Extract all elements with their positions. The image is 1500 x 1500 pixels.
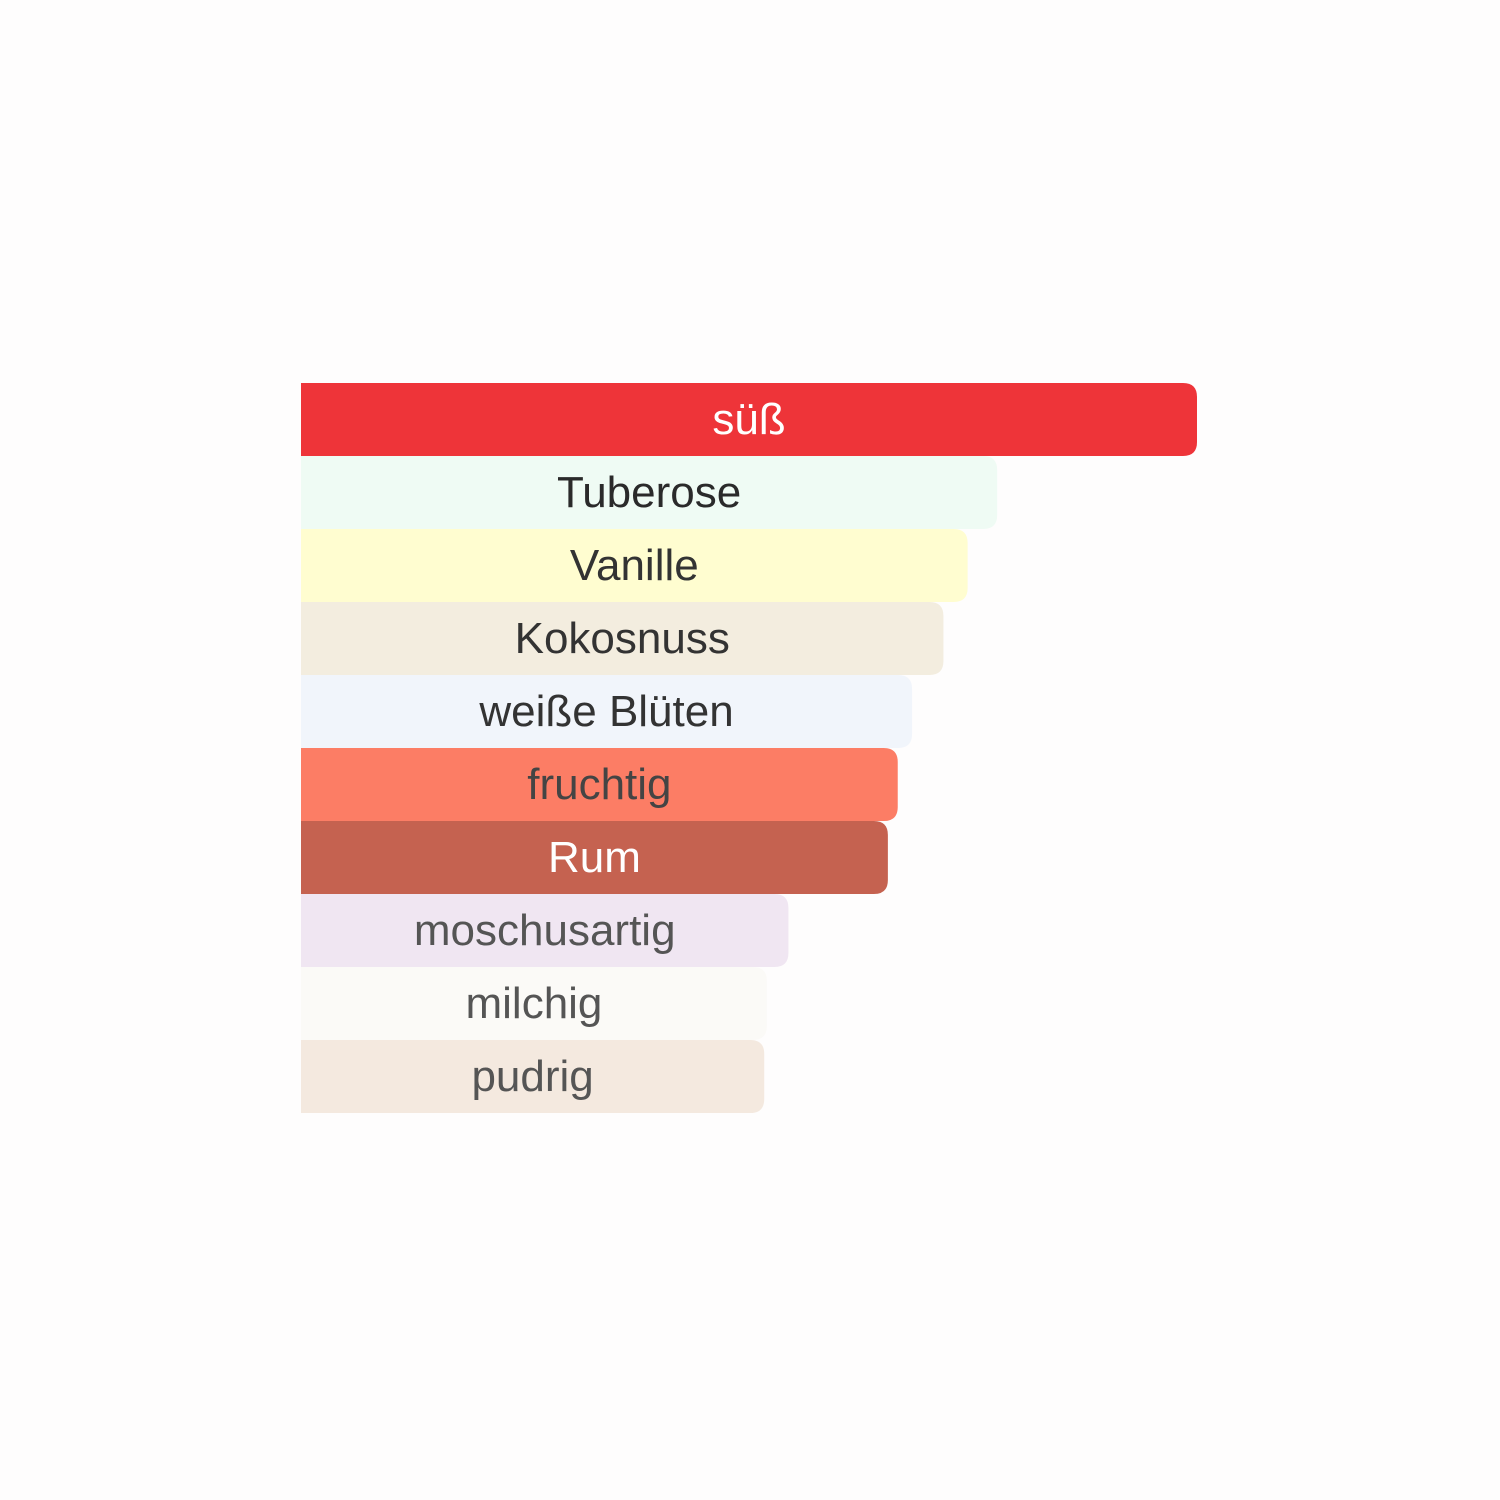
bar (301, 602, 944, 675)
bar (301, 675, 913, 748)
bar (301, 1040, 765, 1113)
bar-label: Rum (548, 833, 641, 882)
bar-label: moschusartig (414, 906, 676, 955)
bar (301, 967, 767, 1040)
bar (301, 894, 789, 967)
bar (301, 821, 888, 894)
bar-label: fruchtig (527, 760, 671, 809)
bar-label: süß (712, 395, 785, 444)
bar-label: milchig (465, 979, 602, 1028)
bar (301, 529, 968, 602)
bar-label: pudrig (471, 1052, 593, 1101)
bar-label: Vanille (570, 541, 699, 590)
bar (301, 748, 898, 821)
bar-label: Kokosnuss (515, 614, 730, 663)
bar-label: weiße Blüten (478, 687, 733, 736)
bar (301, 383, 1197, 456)
bar-label: Tuberose (557, 468, 741, 517)
bar (301, 456, 998, 529)
